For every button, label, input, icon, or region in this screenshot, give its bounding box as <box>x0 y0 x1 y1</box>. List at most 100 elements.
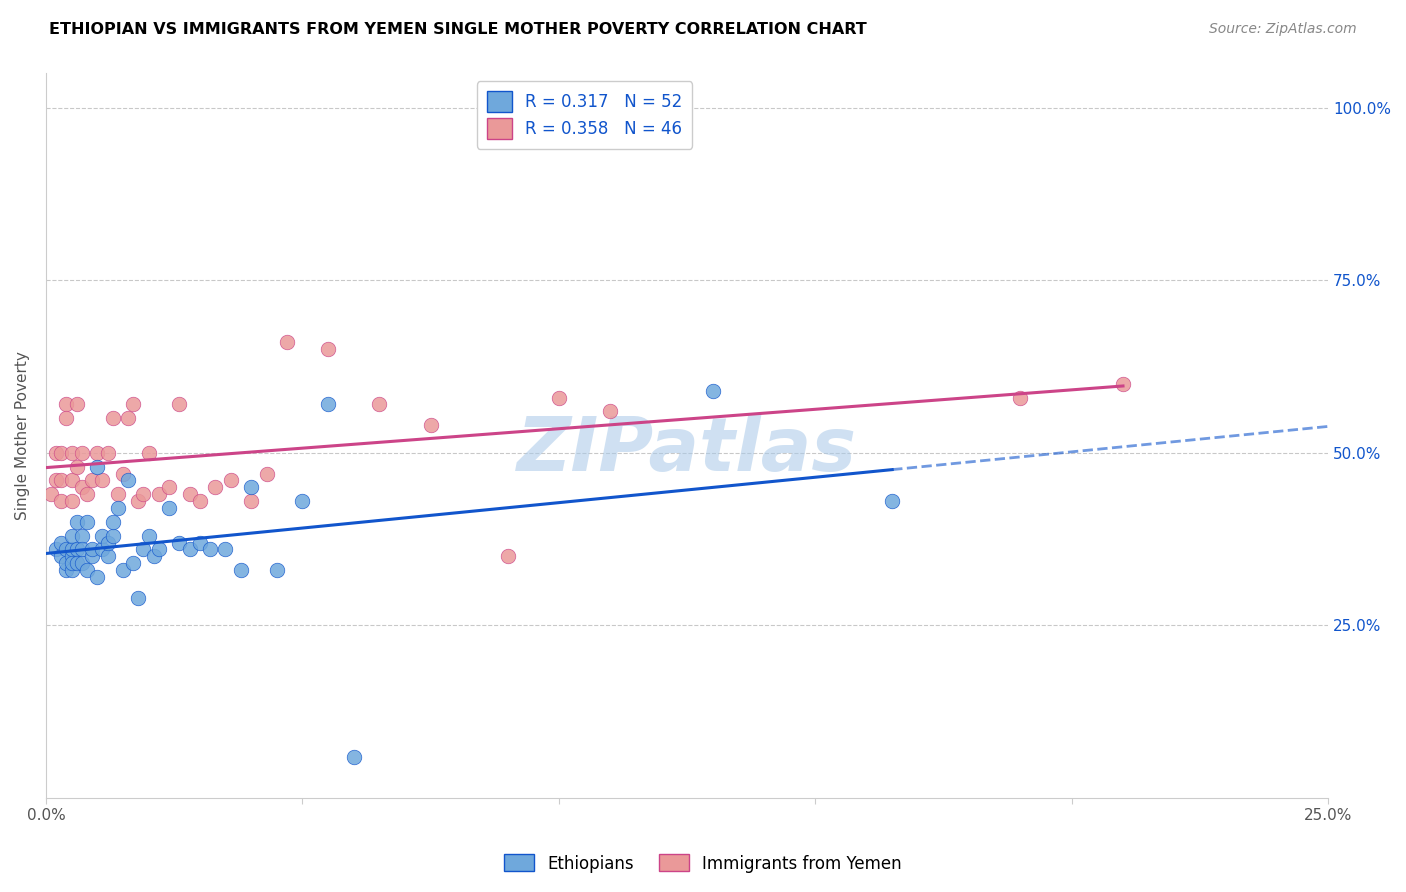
Point <box>70 542 93 557</box>
Point <box>91 529 114 543</box>
Point <box>169 535 191 549</box>
Point <box>60 563 83 577</box>
Point <box>188 535 211 549</box>
Point <box>70 446 93 460</box>
Point <box>157 480 180 494</box>
Point <box>132 542 155 557</box>
Point <box>60 494 83 508</box>
Point <box>96 549 118 564</box>
Point <box>266 563 288 577</box>
Point <box>117 474 139 488</box>
Point <box>60 542 83 557</box>
Point <box>86 570 108 584</box>
Point <box>39 487 62 501</box>
Point <box>70 480 93 494</box>
Point <box>214 542 236 557</box>
Point <box>117 411 139 425</box>
Point <box>107 487 129 501</box>
Point <box>1112 376 1135 391</box>
Point <box>419 418 441 433</box>
Point <box>219 474 242 488</box>
Point <box>111 467 134 481</box>
Y-axis label: Single Mother Poverty: Single Mother Poverty <box>15 351 30 520</box>
Point <box>76 487 98 501</box>
Point <box>256 467 278 481</box>
Point <box>55 542 77 557</box>
Point <box>60 529 83 543</box>
Point <box>229 563 252 577</box>
Point <box>60 556 83 570</box>
Point <box>51 494 73 508</box>
Point <box>111 563 134 577</box>
Point <box>291 494 314 508</box>
Point <box>70 556 93 570</box>
Point <box>45 474 67 488</box>
Point <box>157 501 180 516</box>
Point <box>122 556 145 570</box>
Point <box>91 542 114 557</box>
Point <box>368 397 391 411</box>
Point <box>240 494 263 508</box>
Point <box>55 397 77 411</box>
Point <box>55 411 77 425</box>
Point <box>188 494 211 508</box>
Text: Source: ZipAtlas.com: Source: ZipAtlas.com <box>1209 22 1357 37</box>
Text: ZIPatlas: ZIPatlas <box>517 414 858 486</box>
Point <box>82 474 104 488</box>
Point <box>76 563 98 577</box>
Point <box>142 549 165 564</box>
Point <box>51 446 73 460</box>
Point <box>107 501 129 516</box>
Point <box>51 549 73 564</box>
Point <box>55 563 77 577</box>
Point <box>138 446 160 460</box>
Point <box>882 494 904 508</box>
Point <box>66 515 89 529</box>
Point <box>101 529 124 543</box>
Point <box>66 459 89 474</box>
Point <box>66 397 89 411</box>
Point <box>148 542 170 557</box>
Point <box>101 515 124 529</box>
Point <box>316 342 339 356</box>
Point <box>82 549 104 564</box>
Point <box>60 474 83 488</box>
Point <box>70 529 93 543</box>
Point <box>45 542 67 557</box>
Point <box>60 446 83 460</box>
Point <box>240 480 263 494</box>
Point <box>60 549 83 564</box>
Point <box>127 591 149 605</box>
Point <box>276 335 298 350</box>
Point <box>179 487 201 501</box>
Point <box>599 404 621 418</box>
Point <box>547 391 569 405</box>
Point <box>198 542 221 557</box>
Point <box>127 494 149 508</box>
Point <box>148 487 170 501</box>
Point <box>96 446 118 460</box>
Point <box>82 542 104 557</box>
Point <box>179 542 201 557</box>
Point <box>138 529 160 543</box>
Point <box>101 411 124 425</box>
Point <box>496 549 519 564</box>
Point <box>86 446 108 460</box>
Point <box>91 474 114 488</box>
Point <box>702 384 724 398</box>
Point <box>132 487 155 501</box>
Legend: R = 0.317   N = 52, R = 0.358   N = 46: R = 0.317 N = 52, R = 0.358 N = 46 <box>477 81 692 149</box>
Point <box>45 446 67 460</box>
Legend: Ethiopians, Immigrants from Yemen: Ethiopians, Immigrants from Yemen <box>498 847 908 880</box>
Point <box>169 397 191 411</box>
Point <box>55 556 77 570</box>
Point <box>1010 391 1032 405</box>
Point <box>76 515 98 529</box>
Point <box>316 397 339 411</box>
Point <box>204 480 226 494</box>
Point <box>122 397 145 411</box>
Point <box>96 535 118 549</box>
Point <box>66 542 89 557</box>
Text: ETHIOPIAN VS IMMIGRANTS FROM YEMEN SINGLE MOTHER POVERTY CORRELATION CHART: ETHIOPIAN VS IMMIGRANTS FROM YEMEN SINGL… <box>49 22 868 37</box>
Point <box>51 474 73 488</box>
